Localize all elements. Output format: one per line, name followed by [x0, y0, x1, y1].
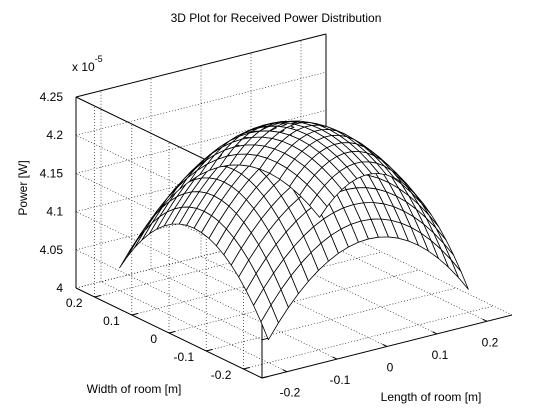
y-tick-label: 0.2 [66, 296, 83, 310]
tick-labels: -0.2-0.100.10.2-0.2-0.100.10.244.054.14.… [40, 90, 499, 400]
y-tick-label: -0.1 [174, 350, 195, 364]
y-tick-mark [94, 295, 101, 298]
surface-mesh [119, 120, 469, 341]
y-tick-label: -0.2 [211, 368, 232, 382]
y-tick-label: 0 [150, 332, 157, 346]
y-tick-mark [131, 313, 138, 316]
y-tick-mark [206, 349, 213, 352]
z-gridline-back-wall [75, 110, 327, 174]
z-tick-mark [261, 337, 269, 341]
z-exponent-base: x 10 [72, 60, 95, 74]
y-gridline-floor [131, 251, 382, 316]
y-tick-label: 0.1 [103, 314, 120, 328]
y-axis-label: Width of room [m] [87, 382, 182, 396]
chart-title: 3D Plot for Received Power Distribution [171, 11, 382, 25]
z-axis-label: Power [W] [16, 160, 30, 215]
x-tick-label: 0.2 [482, 335, 499, 349]
surface-patch [450, 259, 469, 290]
z-tick-label: 4 [56, 281, 63, 295]
axis-box-edge-back [75, 224, 327, 289]
x-tick-label: 0 [387, 361, 394, 375]
y-tick-mark [168, 331, 176, 334]
x-tick-mark [332, 356, 338, 360]
z-gridline-back-wall [75, 148, 327, 212]
y-gridline-floor [168, 269, 420, 334]
x-tick-mark [482, 318, 488, 322]
y-tick-mark [243, 367, 250, 370]
z-tick-label: 4.15 [40, 166, 64, 180]
z-gridline-back-wall [75, 186, 327, 251]
z-gridline-back-wall [75, 71, 327, 136]
z-tick-label: 4.1 [46, 205, 63, 219]
x-tick-mark [432, 331, 438, 335]
z-tick-mark [261, 376, 269, 379]
y-gridline-floor [206, 287, 457, 352]
z-tick-label: 4.25 [40, 90, 64, 104]
z-exponent-power: -5 [95, 54, 103, 64]
x-tick-mark [282, 369, 288, 373]
x-tick-label: -0.2 [280, 386, 301, 400]
z-tick-label: 4.05 [40, 243, 64, 257]
axis-box-edge [75, 33, 327, 98]
x-tick-mark [382, 343, 388, 347]
x-axis-label: Length of room [m] [381, 390, 482, 404]
x-tick-label: -0.1 [330, 373, 351, 387]
z-tick-label: 4.2 [46, 128, 63, 142]
surface-patch [119, 239, 138, 269]
y-gridline-floor [243, 305, 494, 370]
y-gridline-floor [94, 233, 345, 298]
z-exponent-label: x 10-5 [72, 54, 103, 74]
x-tick-label: 0.1 [432, 348, 449, 362]
